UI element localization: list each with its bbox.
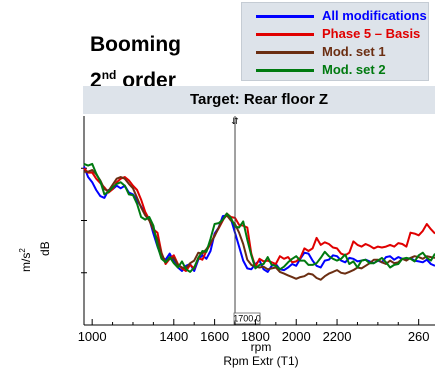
x-axis-label-rpm-extr: Rpm Extr (T1) <box>223 354 298 368</box>
series-line-phase-5-basis <box>83 167 435 272</box>
series-group <box>83 162 435 281</box>
legend-swatch-all-modifications <box>256 15 314 18</box>
cursor-handle-icon[interactable]: ⇵ <box>231 116 239 126</box>
target-label: Target: Rear floor Z <box>83 86 435 114</box>
rpm-cursor[interactable]: ⇵ 1700.0 <box>231 116 261 325</box>
x-tick-label: 1400 <box>159 329 188 344</box>
x-ticks: 1000 1400 1600 1800 2000 2200 260 <box>78 319 430 344</box>
series-line-mod-set-1 <box>84 169 435 281</box>
legend-label-mod-set-1: Mod. set 1 <box>322 44 386 59</box>
legend-swatch-mod-set-2 <box>256 69 314 72</box>
legend-swatch-mod-set-1 <box>256 51 314 54</box>
legend-label-all-modifications: All modifications <box>322 8 427 23</box>
x-tick-label: 1800 <box>241 329 270 344</box>
legend: All modifications Phase 5 – Basis Mod. s… <box>241 2 429 81</box>
x-tick-label: 2200 <box>323 329 352 344</box>
series-line-mod-set-2 <box>83 162 435 273</box>
legend-label-mod-set-2: Mod. set 2 <box>322 62 386 77</box>
axes <box>81 116 435 326</box>
x-tick-label: 1000 <box>78 329 107 344</box>
x-tick-label: 260 <box>408 329 430 344</box>
title-order-suffix: nd <box>101 68 117 82</box>
cursor-label-box <box>233 312 261 325</box>
cursor-label: 1700.0 <box>233 314 261 324</box>
title-order-number: 2 <box>90 69 102 92</box>
x-tick-label: 1600 <box>200 329 229 344</box>
legend-label-phase5-basis: Phase 5 – Basis <box>322 26 421 41</box>
x-tick-label: 2000 <box>282 329 311 344</box>
series-line-all-modifications <box>83 166 435 273</box>
x-axis-label-rpm: rpm <box>251 340 272 354</box>
legend-swatch-phase5-basis <box>256 33 314 36</box>
title-line-1: Booming <box>90 33 181 56</box>
